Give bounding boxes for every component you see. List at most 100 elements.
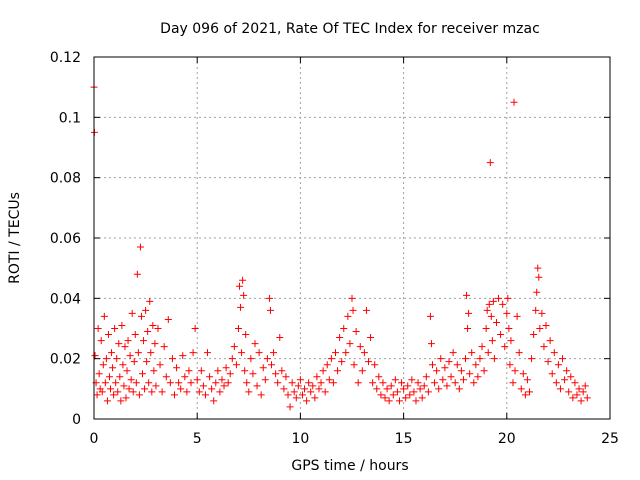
data-point xyxy=(154,325,162,332)
data-point xyxy=(445,358,453,366)
y-tick-labels: 0 0.02 0.04 0.06 0.08 0.1 0.12 xyxy=(50,50,81,428)
data-point xyxy=(122,394,130,402)
data-point xyxy=(288,379,296,387)
data-point xyxy=(197,367,205,375)
data-point xyxy=(455,385,463,393)
data-point xyxy=(206,373,214,381)
data-point xyxy=(552,379,560,387)
data-point xyxy=(137,312,145,320)
data-point xyxy=(245,388,253,396)
data-point xyxy=(111,325,119,332)
data-point xyxy=(119,361,127,369)
data-point xyxy=(166,379,174,387)
data-point xyxy=(109,364,117,372)
data-point xyxy=(261,376,269,384)
data-point xyxy=(257,391,265,399)
data-point xyxy=(236,282,244,290)
data-point xyxy=(451,379,459,387)
data-point xyxy=(220,382,228,390)
data-point xyxy=(240,291,248,299)
data-point xyxy=(259,364,267,372)
data-point xyxy=(129,388,137,396)
data-point xyxy=(112,379,120,387)
data-point xyxy=(486,159,494,167)
data-point xyxy=(249,370,257,378)
data-point xyxy=(463,291,471,299)
data-point xyxy=(93,391,101,399)
data-point xyxy=(358,367,366,375)
data-point xyxy=(311,394,319,402)
data-point xyxy=(136,243,144,251)
data-point xyxy=(344,312,352,320)
data-point xyxy=(412,397,420,405)
data-point xyxy=(526,388,534,396)
data-point xyxy=(565,388,573,396)
data-point xyxy=(123,367,131,375)
data-point xyxy=(499,300,507,308)
data-point xyxy=(546,337,554,345)
data-point xyxy=(535,273,543,281)
data-point xyxy=(406,391,414,399)
data-point xyxy=(449,349,457,357)
data-point xyxy=(346,340,354,348)
data-point xyxy=(492,318,500,326)
data-point xyxy=(286,403,294,411)
data-point xyxy=(160,343,168,351)
data-point xyxy=(152,382,160,390)
data-point xyxy=(424,388,432,396)
data-point xyxy=(329,379,337,387)
data-point xyxy=(544,358,552,366)
data-point xyxy=(95,370,103,378)
data-point xyxy=(116,373,124,381)
data-point xyxy=(540,343,548,351)
data-point xyxy=(130,358,138,366)
data-point xyxy=(488,337,496,345)
data-point xyxy=(577,397,585,405)
data-point xyxy=(398,379,406,387)
x-tick-label: 15 xyxy=(395,431,413,447)
data-point xyxy=(100,312,108,320)
data-point xyxy=(556,385,564,393)
data-point xyxy=(506,361,514,369)
data-point xyxy=(141,385,149,393)
x-axis-label: GPS time / hours xyxy=(291,458,408,474)
data-point xyxy=(348,294,356,302)
data-point xyxy=(362,306,370,314)
data-point xyxy=(505,325,513,332)
data-point xyxy=(360,349,368,357)
data-point xyxy=(292,394,300,402)
data-point xyxy=(126,352,134,360)
data-point xyxy=(569,394,577,402)
data-point xyxy=(349,306,357,314)
data-point xyxy=(534,264,542,272)
data-point xyxy=(216,388,224,396)
data-point xyxy=(521,391,529,399)
data-point xyxy=(414,379,422,387)
data-point xyxy=(400,385,408,393)
data-point xyxy=(528,355,536,363)
data-point xyxy=(542,321,550,329)
data-point xyxy=(147,349,155,357)
data-point xyxy=(191,325,199,332)
data-point xyxy=(375,373,383,381)
data-point xyxy=(457,367,465,375)
data-point xyxy=(274,379,282,387)
data-point xyxy=(149,321,157,329)
data-point xyxy=(121,343,129,351)
data-point xyxy=(504,294,512,302)
data-point xyxy=(107,385,115,393)
data-point xyxy=(305,379,313,387)
data-point xyxy=(104,331,112,339)
data-point xyxy=(97,337,105,345)
data-point xyxy=(391,376,399,384)
data-point xyxy=(482,325,490,332)
data-point xyxy=(193,376,201,384)
data-point xyxy=(433,367,441,375)
data-point xyxy=(389,391,397,399)
data-point xyxy=(131,331,139,339)
data-point xyxy=(369,379,377,387)
data-point xyxy=(490,355,498,363)
chart-title: Day 096 of 2021, Rate Of TEC Index for r… xyxy=(160,21,540,37)
data-point xyxy=(143,358,151,366)
